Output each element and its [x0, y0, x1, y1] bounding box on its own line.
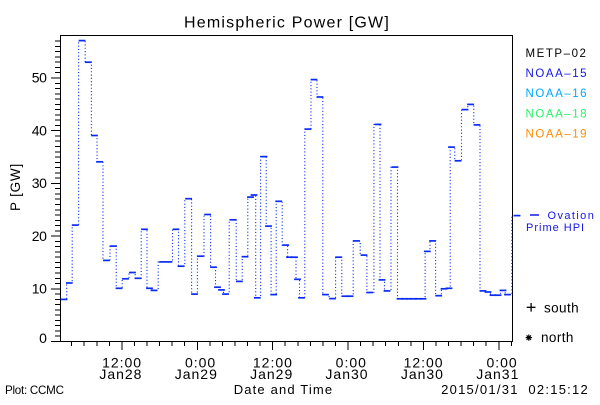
- svg-text:Jan29: Jan29: [250, 366, 293, 382]
- svg-text:Plot: CCMC: Plot: CCMC: [5, 384, 64, 397]
- svg-text:12:00: 12:00: [404, 354, 444, 370]
- svg-text:12:00: 12:00: [253, 354, 293, 370]
- svg-text:12:00: 12:00: [102, 354, 142, 370]
- svg-text:NOAA–16: NOAA–16: [526, 88, 589, 100]
- svg-text:Jan30: Jan30: [401, 366, 444, 382]
- svg-text:Jan31: Jan31: [476, 366, 519, 382]
- svg-text:NOAA–15: NOAA–15: [526, 68, 589, 80]
- svg-text:south: south: [544, 301, 579, 316]
- svg-text:0:00: 0:00: [336, 354, 367, 370]
- svg-text:0:00: 0:00: [185, 354, 216, 370]
- svg-text:NOAA–18: NOAA–18: [526, 108, 589, 120]
- svg-text:Ovation: Ovation: [548, 210, 596, 222]
- svg-text:METP–02: METP–02: [526, 48, 588, 60]
- svg-text:10: 10: [32, 281, 47, 297]
- svg-text:0:00: 0:00: [486, 354, 517, 370]
- svg-text:Prime HPI: Prime HPI: [526, 222, 585, 234]
- svg-text:Jan28: Jan28: [99, 366, 142, 382]
- svg-text:40: 40: [32, 122, 47, 138]
- svg-text:2015/01/31 02:15:12: 2015/01/31 02:15:12: [441, 382, 589, 397]
- svg-text:north: north: [541, 330, 574, 345]
- svg-text:P [GW]: P [GW]: [8, 163, 23, 211]
- svg-text:Date and Time: Date and Time: [234, 382, 334, 397]
- svg-text:Jan30: Jan30: [325, 366, 368, 382]
- svg-text:Hemispheric Power [GW]: Hemispheric Power [GW]: [184, 15, 390, 32]
- svg-text:Jan29: Jan29: [175, 366, 218, 382]
- svg-text:30: 30: [32, 175, 47, 191]
- svg-text:50: 50: [32, 70, 47, 86]
- svg-text:NOAA–19: NOAA–19: [526, 129, 589, 141]
- svg-text:0: 0: [39, 330, 47, 346]
- svg-text:20: 20: [32, 228, 47, 244]
